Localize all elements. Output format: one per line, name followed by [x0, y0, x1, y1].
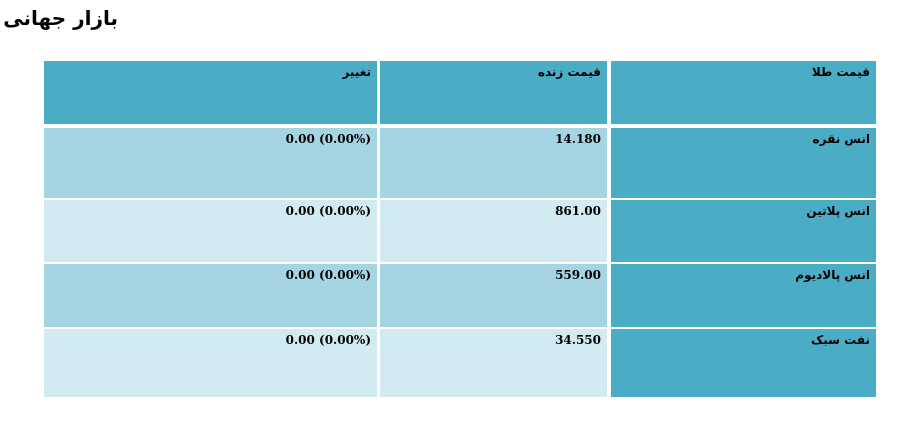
price-cell: 559.00 — [380, 264, 607, 327]
price-cell: 34.550 — [380, 329, 607, 397]
table-row: 0.00 (0.00%) 559.00 انس پالادیوم — [44, 264, 876, 327]
change-cell: 0.00 (0.00%) — [44, 329, 377, 397]
header-change: تغییر — [44, 61, 377, 124]
table-row: 0.00 (0.00%) 34.550 نفت سبک — [44, 329, 876, 397]
market-table: تغییر قیمت زنده قیمت طلا 0.00 (0.00%) 14… — [44, 61, 876, 397]
change-cell: 0.00 (0.00%) — [44, 264, 377, 327]
commodity-name-cell: انس پلاتین — [611, 200, 876, 262]
change-cell: 0.00 (0.00%) — [44, 200, 377, 262]
price-cell: 861.00 — [380, 200, 607, 262]
commodity-name-cell: نفت سبک — [611, 329, 876, 397]
table-row: 0.00 (0.00%) 861.00 انس پلاتین — [44, 200, 876, 262]
commodity-name-cell: انس نقره — [611, 128, 876, 198]
table-row: 0.00 (0.00%) 14.180 انس نقره — [44, 128, 876, 198]
commodity-name-cell: انس پالادیوم — [611, 264, 876, 327]
page-title: بازار جهانی — [3, 6, 118, 30]
price-cell: 14.180 — [380, 128, 607, 198]
change-cell: 0.00 (0.00%) — [44, 128, 377, 198]
table-header-row: تغییر قیمت زنده قیمت طلا — [44, 61, 876, 124]
header-gold-price: قیمت طلا — [611, 61, 876, 124]
header-live-price: قیمت زنده — [380, 61, 607, 124]
